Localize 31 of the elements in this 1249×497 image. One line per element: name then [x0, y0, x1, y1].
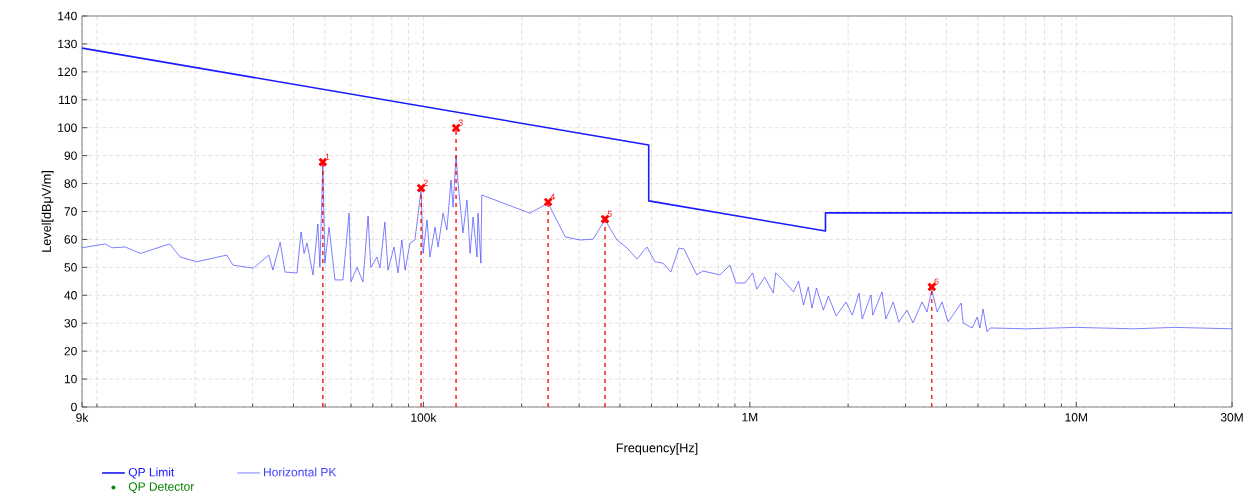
y-tick-label: 110: [59, 95, 77, 105]
y-tick-label: 30: [64, 318, 77, 328]
annotation: 2: [423, 179, 428, 186]
y-tick-label: 40: [64, 291, 77, 300]
legend-label: QP Limit: [128, 467, 175, 479]
legend-label: QP Detector: [128, 482, 195, 493]
y-tick-label: 20: [64, 346, 77, 356]
y-tick-label: 50: [64, 263, 77, 272]
y-tick-label: 90: [64, 151, 77, 160]
annotation: 6: [934, 278, 939, 285]
x-tick-label: 9k: [76, 413, 89, 422]
y-tick-label: 60: [64, 235, 77, 244]
x-tick-label: 100k: [411, 413, 437, 422]
y-tick-label: 70: [64, 207, 77, 216]
y-tick-label: 80: [64, 179, 77, 188]
y-tick-label: 10: [64, 374, 77, 384]
y-tick-label: 130: [58, 39, 77, 49]
y-tick-label: 120: [58, 67, 77, 77]
legend-label: Horizontal PK: [264, 467, 337, 477]
annotation: 3: [458, 119, 463, 126]
y-tick-label: 140: [58, 11, 77, 21]
annotation: 1: [325, 153, 330, 160]
annotation: 4: [550, 193, 555, 200]
x-tick-label: 30M: [1220, 413, 1243, 422]
x-tick-label: 1M: [742, 413, 758, 422]
y-axis-title: Level[dBμV/m]: [41, 171, 54, 252]
x-tick-label: 10M: [1065, 413, 1087, 422]
x-axis-title: Frequency[Hz]: [616, 443, 698, 455]
y-tick-label: 0: [71, 402, 77, 412]
annotation: 5: [607, 210, 612, 217]
y-tick-label: 100: [58, 123, 77, 132]
